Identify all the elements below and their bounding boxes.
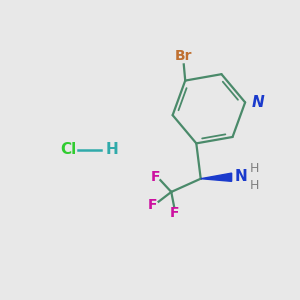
Polygon shape bbox=[201, 173, 232, 181]
Text: N: N bbox=[235, 169, 247, 184]
Text: Br: Br bbox=[175, 49, 193, 63]
Text: F: F bbox=[169, 206, 179, 220]
Text: H: H bbox=[250, 163, 260, 176]
Text: N: N bbox=[252, 95, 264, 110]
Text: F: F bbox=[150, 170, 160, 184]
Text: H: H bbox=[106, 142, 118, 158]
Text: Cl: Cl bbox=[60, 142, 76, 158]
Text: F: F bbox=[147, 198, 157, 212]
Text: H: H bbox=[250, 179, 260, 192]
